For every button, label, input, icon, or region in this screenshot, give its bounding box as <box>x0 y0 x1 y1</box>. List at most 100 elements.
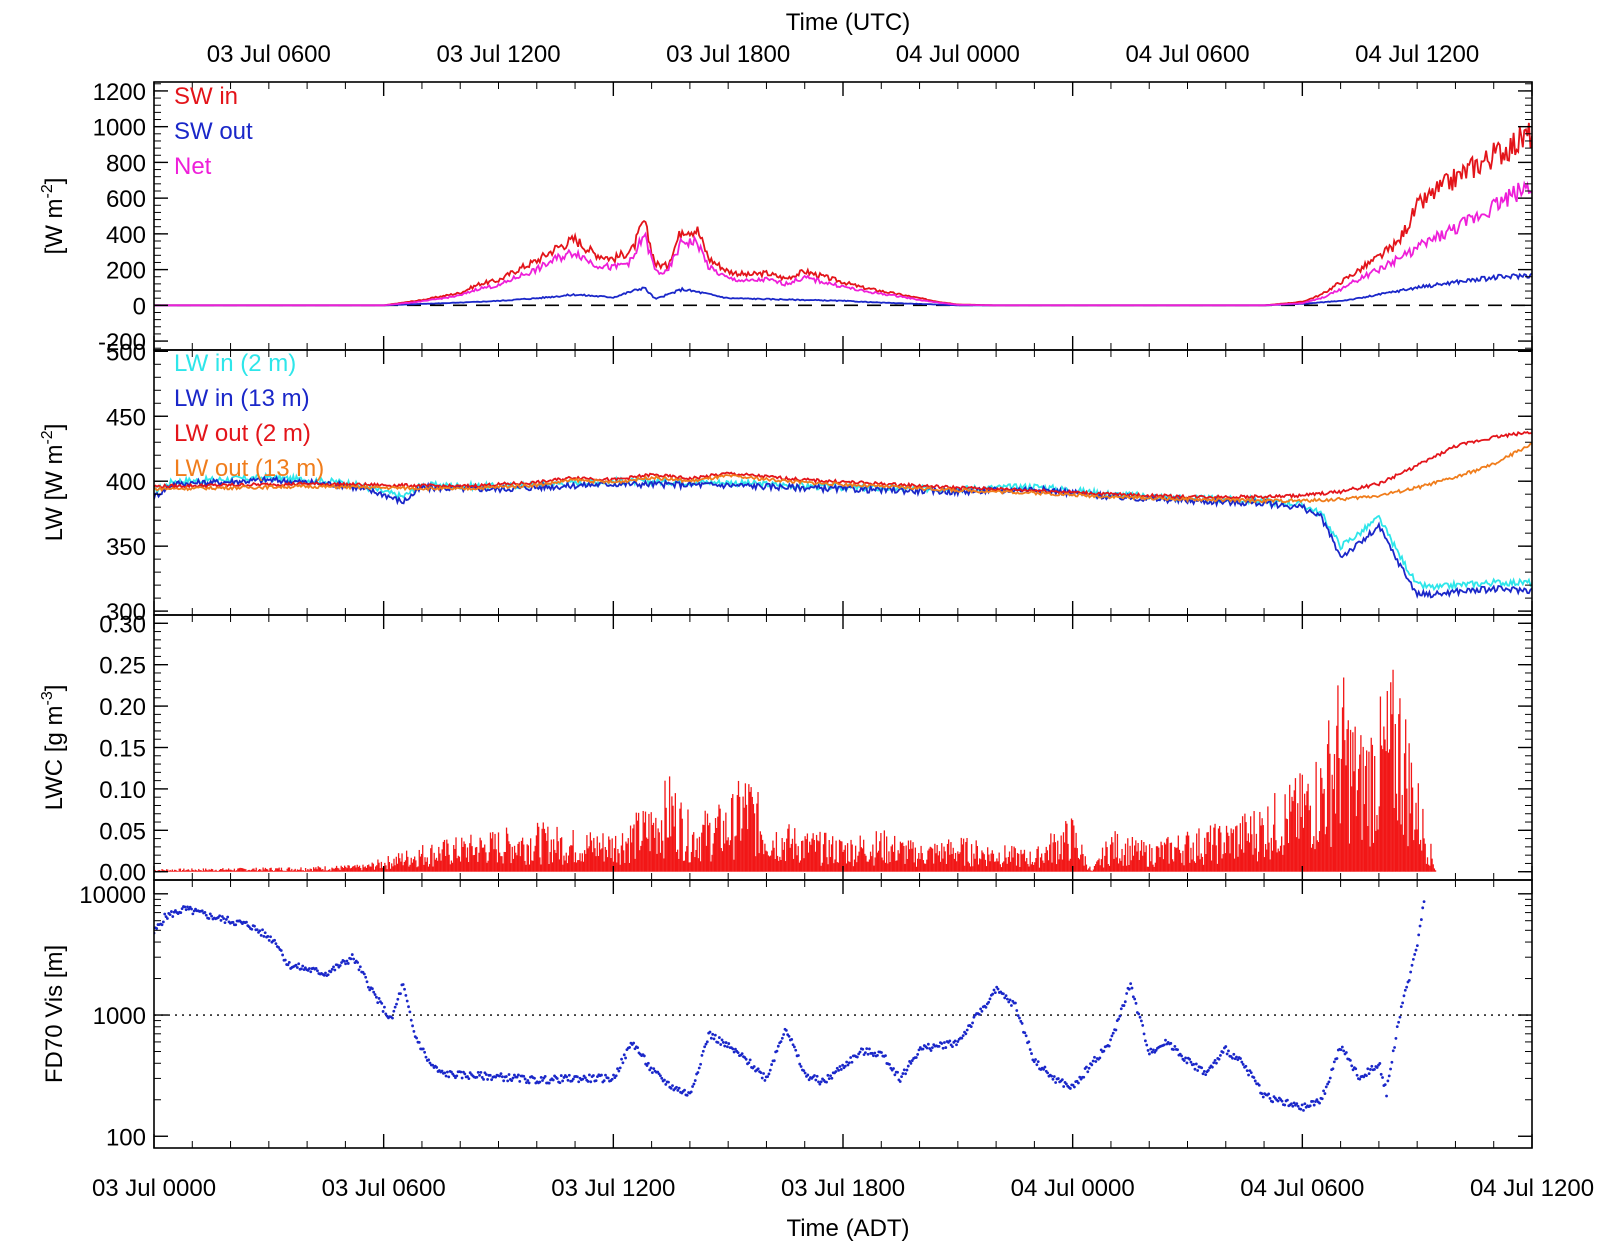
vis-point <box>1154 1048 1158 1052</box>
vis-point <box>220 915 224 918</box>
vis-point <box>210 914 214 918</box>
vis-point <box>478 1073 481 1077</box>
vis-point <box>326 973 330 977</box>
ylabel-superscript: -2 <box>39 430 56 444</box>
vis-point <box>1241 1063 1245 1066</box>
vis-point <box>450 1070 453 1074</box>
vis-point <box>250 927 254 931</box>
vis-point <box>504 1075 508 1078</box>
vis-point <box>396 997 400 1001</box>
vis-point <box>791 1043 795 1047</box>
vis-point <box>340 961 343 964</box>
vis-point <box>589 1080 593 1084</box>
y-tick-label: 0.15 <box>99 736 146 763</box>
vis-point <box>1194 1062 1198 1066</box>
vis-point <box>527 1081 531 1085</box>
vis-point <box>444 1074 448 1078</box>
vis-point <box>979 1007 983 1011</box>
vis-point <box>1003 996 1007 1000</box>
vis-point <box>834 1070 838 1073</box>
vis-point <box>814 1078 818 1082</box>
vis-point <box>1348 1058 1352 1062</box>
vis-point <box>1369 1068 1372 1071</box>
vis-point <box>160 923 164 927</box>
vis-point <box>1312 1103 1316 1107</box>
legend-entry-net: Net <box>174 153 212 180</box>
vis-point <box>255 928 259 932</box>
vis-point <box>475 1075 479 1079</box>
vis-point <box>872 1054 875 1058</box>
vis-point <box>1351 1068 1355 1072</box>
vis-point <box>642 1054 646 1058</box>
vis-point <box>1125 992 1129 995</box>
series-line-net <box>154 180 1532 307</box>
vis-point <box>1091 1059 1095 1063</box>
vis-point <box>855 1055 859 1059</box>
vis-point <box>1257 1083 1261 1087</box>
vis-point <box>756 1067 760 1071</box>
vis-point <box>346 962 350 965</box>
vis-point <box>1169 1041 1173 1045</box>
legend-entry-lw-out-13-m-: LW out (13 m) <box>174 455 324 482</box>
vis-point <box>518 1079 522 1083</box>
vis-point <box>929 1049 933 1052</box>
vis-point <box>1283 1103 1287 1107</box>
vis-point <box>479 1070 483 1074</box>
vis-point <box>1367 1072 1371 1076</box>
vis-point <box>984 1005 988 1009</box>
vis-point <box>1245 1069 1249 1073</box>
vis-point <box>1421 906 1425 910</box>
vis-point <box>977 1012 981 1016</box>
y-tick-label: 1000 <box>93 1003 146 1030</box>
panel-shortwave: [W m-2] <box>39 81 1533 351</box>
vis-point <box>902 1068 906 1072</box>
vis-point <box>1355 1073 1359 1077</box>
vis-point <box>646 1061 650 1065</box>
vis-point <box>1410 963 1414 967</box>
vis-point <box>815 1074 819 1078</box>
vis-point <box>588 1073 591 1077</box>
vis-point <box>517 1073 520 1077</box>
vis-point <box>179 911 183 915</box>
vis-point <box>1320 1097 1324 1101</box>
vis-point <box>1300 1103 1304 1107</box>
vis-point <box>636 1046 640 1050</box>
vis-point <box>333 968 337 972</box>
vis-point <box>709 1036 713 1040</box>
vis-point <box>696 1071 700 1074</box>
vis-point <box>980 1009 984 1013</box>
legend-entry-sw-in: SW in <box>174 83 238 110</box>
vis-point <box>490 1078 494 1082</box>
vis-point <box>956 1040 960 1043</box>
ylabel-text: LWC [g m <box>41 706 68 811</box>
vis-point <box>1342 1049 1346 1053</box>
ylabel-text: [W m <box>41 198 68 254</box>
vis-point <box>1212 1061 1216 1065</box>
vis-point <box>1054 1081 1058 1084</box>
bottom-x-tick-label: 03 Jul 0600 <box>322 1175 446 1202</box>
vis-point <box>1137 1012 1141 1016</box>
vis-point <box>1180 1054 1183 1058</box>
vis-point <box>231 920 235 924</box>
vis-point <box>993 991 997 995</box>
vis-point <box>798 1062 802 1066</box>
vis-point <box>208 912 212 916</box>
vis-point <box>431 1063 435 1067</box>
vis-point <box>1210 1065 1214 1069</box>
vis-point <box>1244 1064 1248 1068</box>
vis-point <box>1402 994 1406 998</box>
vis-point <box>726 1045 729 1049</box>
vis-point <box>408 1010 412 1014</box>
vis-point <box>784 1028 788 1032</box>
vis-point <box>825 1080 828 1084</box>
vis-point <box>1046 1071 1049 1075</box>
vis-point <box>297 962 301 966</box>
vis-point <box>845 1060 849 1064</box>
vis-point <box>1077 1081 1080 1085</box>
vis-point <box>377 997 381 1000</box>
vis-point <box>1419 918 1423 921</box>
vis-point <box>617 1069 621 1073</box>
vis-point <box>1354 1067 1358 1071</box>
series-line-sw-out <box>154 272 1532 307</box>
vis-point <box>460 1076 464 1080</box>
